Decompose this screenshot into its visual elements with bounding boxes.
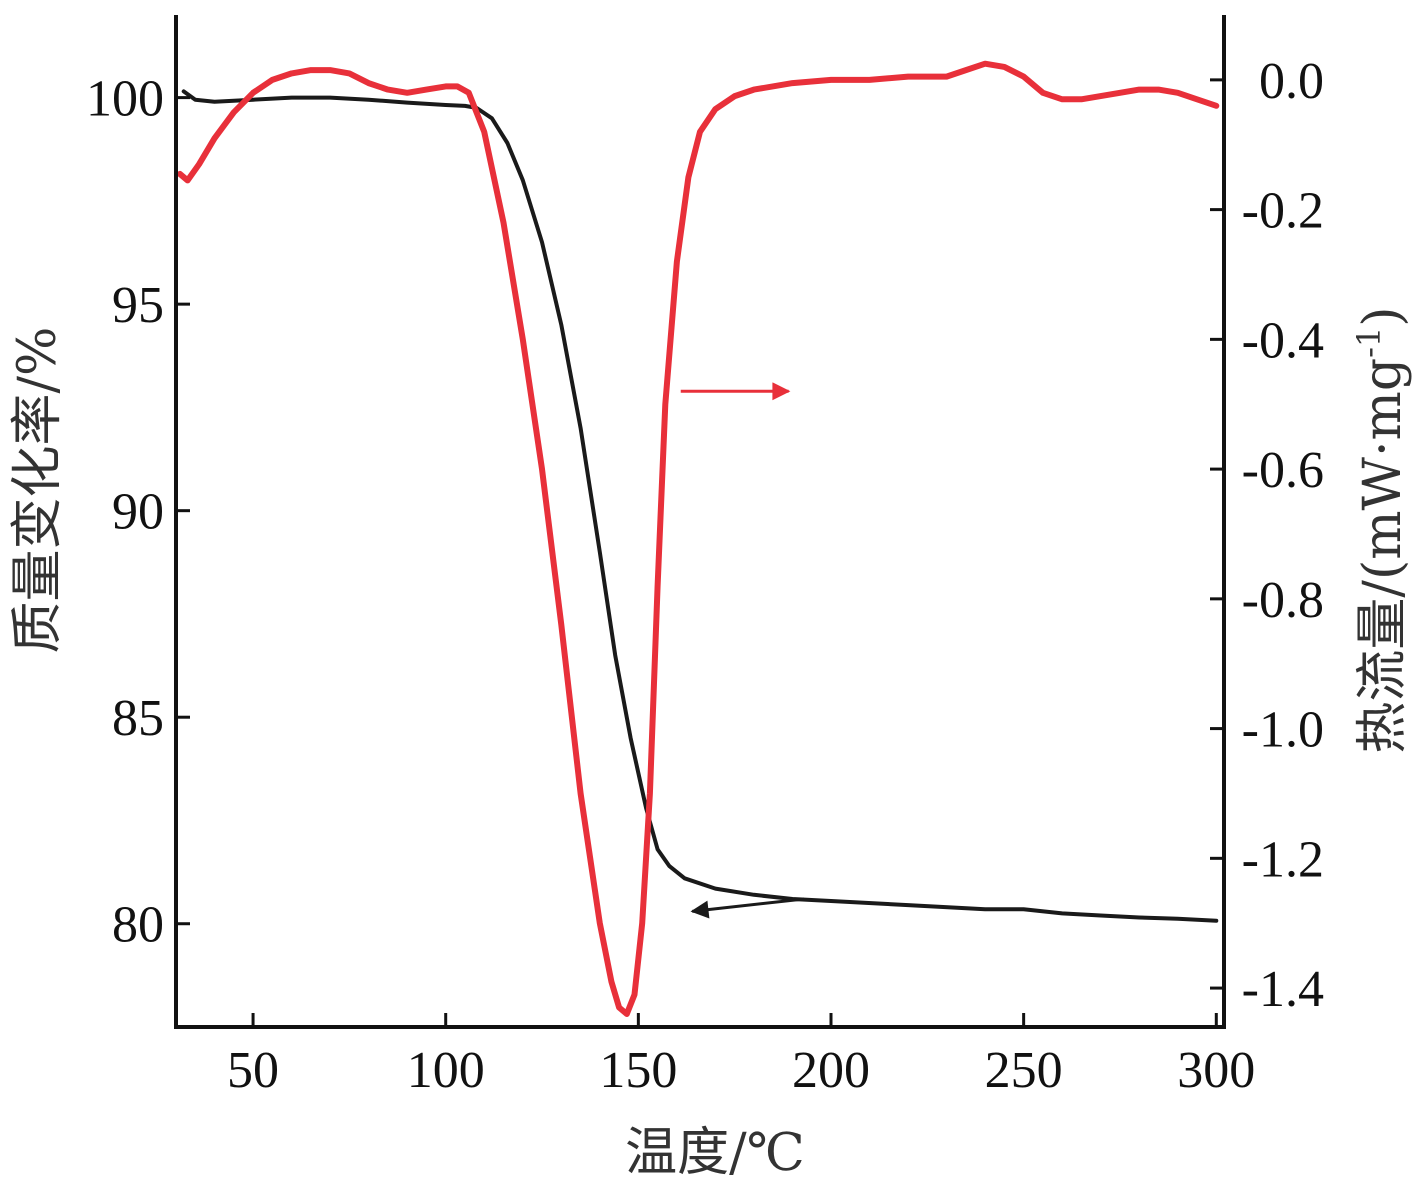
- y-right-tick-label: -1.2: [1242, 831, 1324, 888]
- y-right-tick-label: -1.0: [1242, 702, 1324, 759]
- y-left-tick-label: 85: [112, 690, 164, 747]
- mass-change-axis-arrow: [690, 897, 805, 919]
- x-axis-title: 温度/℃: [625, 1123, 805, 1181]
- x-tick-label: 300: [1177, 1042, 1255, 1099]
- right-axis-title-main: 热流量/(mW·mg: [1353, 358, 1413, 754]
- ticks-layer: 50 100 150 200 250 300 80 85 90 95 100 0.0 -0.2 -0.4 -…: [86, 53, 1324, 1099]
- y-left-tick-label: 80: [112, 897, 164, 954]
- heat-flow-series-line: [176, 60, 1220, 1017]
- x-tick-label: 150: [599, 1042, 677, 1099]
- x-tick-label: 100: [407, 1042, 485, 1099]
- x-tick-label: 200: [792, 1042, 870, 1099]
- data-layer: [176, 60, 1220, 1017]
- x-tick-label: 250: [985, 1042, 1063, 1099]
- y-left-tick-label: 100: [86, 71, 164, 128]
- y-right-tick-label: 0.0: [1259, 53, 1324, 110]
- left-axis-title: 质量变化率/%: [8, 327, 68, 654]
- right-axis-title: 热流量/(mW·mg-1): [1350, 306, 1413, 753]
- right-axis-title-close: ): [1353, 306, 1413, 326]
- y-right-tick-label: -0.2: [1242, 183, 1324, 240]
- right-axis-title-sup: -1: [1350, 327, 1388, 358]
- y-left-tick-label: 90: [112, 484, 164, 541]
- y-left-tick-label: 95: [112, 277, 164, 334]
- mass-change-series-line: [181, 89, 1219, 923]
- x-tick-label: 50: [227, 1042, 279, 1099]
- y-right-tick-label: -0.8: [1242, 572, 1324, 629]
- y-right-tick-label: -1.4: [1242, 961, 1324, 1018]
- y-right-tick-label: -0.4: [1242, 312, 1324, 369]
- y-right-tick-label: -0.6: [1242, 442, 1324, 499]
